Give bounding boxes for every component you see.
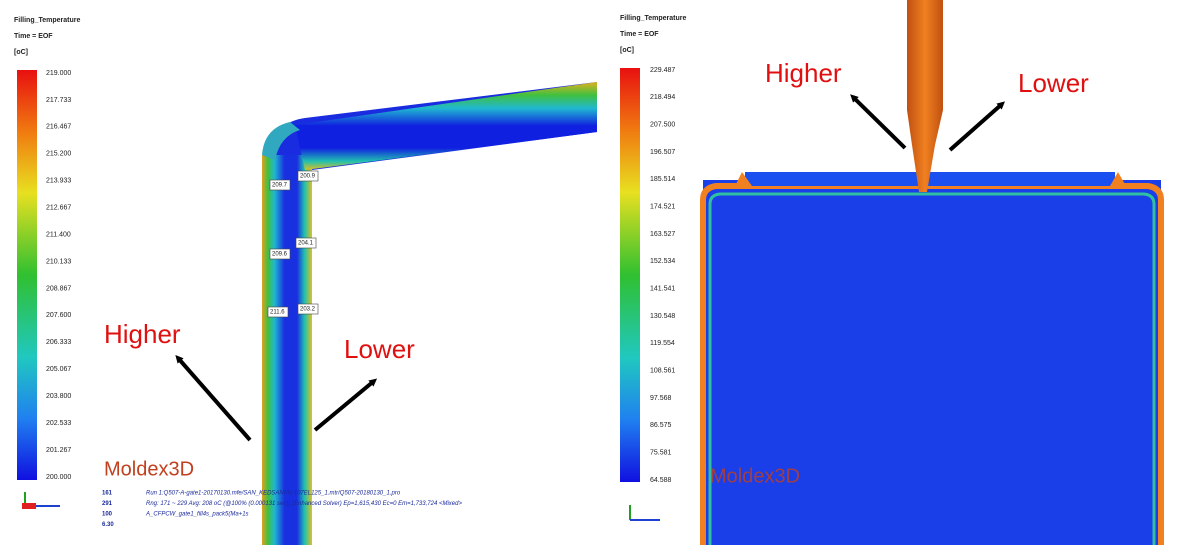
legend-value: 217.733	[46, 97, 71, 104]
part-top	[745, 172, 1115, 186]
footer-number: 291	[102, 501, 113, 507]
color-scale	[620, 68, 640, 482]
axis-icon	[22, 503, 36, 509]
pipe-horizontal	[295, 82, 597, 170]
legend-value: 108.561	[650, 368, 675, 375]
probe-box	[297, 170, 319, 182]
legend-value: 201.267	[46, 447, 71, 454]
legend-value: 141.541	[650, 286, 675, 293]
footer-number: 6.30	[102, 522, 114, 528]
legend-labels: 219.000 217.733 216.467 215.200 213.933 212.6…	[46, 70, 71, 481]
footer-number: 100	[102, 512, 113, 518]
legend-value: 64.588	[650, 477, 672, 484]
pipe-corner	[262, 122, 300, 160]
probe-box	[269, 179, 291, 191]
legend-value: 75.581	[650, 450, 672, 457]
arrow	[948, 101, 1005, 152]
legend-value: 200.000	[46, 474, 71, 481]
probe-value: 204.1	[298, 241, 314, 247]
part-body	[703, 180, 1161, 545]
legend-value: 210.133	[46, 258, 71, 265]
legend-value: 206.333	[46, 339, 71, 346]
result-title: Filling_Temperature	[620, 15, 686, 22]
legend-value: 196.507	[650, 149, 675, 156]
legend-value: 185.514	[650, 176, 675, 183]
unit-label: [oC]	[14, 49, 28, 56]
probe-box	[297, 303, 319, 315]
time-label: Time = EOF	[620, 31, 659, 38]
right-panel: Filling_Temperature Time = EOF [oC] 229.…	[620, 0, 1164, 545]
legend-value: 202.533	[46, 420, 71, 427]
legend-value: 218.494	[650, 94, 675, 101]
pipe-vertical	[262, 155, 312, 545]
legend-value: 212.667	[46, 205, 71, 212]
legend-value: 203.800	[46, 393, 71, 400]
lower-label: Lower	[344, 334, 415, 364]
probe-value: 200.9	[300, 174, 316, 180]
legend-value: 211.400	[46, 231, 71, 238]
legend-value: 163.527	[650, 231, 675, 238]
legend-value: 207.600	[46, 312, 71, 319]
legend-value: 213.933	[46, 178, 71, 185]
footer-text: Run 1:Q507-A-gate1-20170130.mfe/SAN_KEDS…	[146, 491, 401, 497]
legend-value: 205.067	[46, 366, 71, 373]
legend-value: 97.568	[650, 395, 672, 402]
probe-value: 211.6	[270, 310, 285, 316]
footer: 161 Run 1:Q507-A-gate1-20170130.mfe/SAN_K…	[102, 491, 462, 529]
part-edge	[708, 192, 1156, 545]
legend-value: 229.487	[650, 67, 675, 74]
legend-value: 86.575	[650, 422, 672, 429]
unit-label: [oC]	[620, 47, 634, 54]
probe-box	[267, 306, 289, 318]
legend-value: 219.000	[46, 70, 71, 77]
probe-value: 203.2	[300, 307, 316, 313]
divider	[597, 0, 603, 545]
legend-value: 215.200	[46, 151, 71, 158]
footer-number: 161	[102, 491, 113, 497]
lower-label: Lower	[1018, 68, 1089, 98]
legend-value: 216.467	[46, 124, 71, 131]
legend-value: 174.521	[650, 204, 675, 211]
footer-text: A_CFPCW_gate1_fill4s_pack5(Ma+1s	[145, 512, 249, 518]
brand: Moldex3D	[710, 465, 800, 487]
legend-value: 152.534	[650, 258, 675, 265]
nozzle	[907, 0, 943, 192]
result-title: Filling_Temperature	[14, 17, 80, 24]
brand: Moldex3D	[104, 458, 194, 480]
color-scale	[17, 70, 37, 480]
footer-text: Rng: 171 ~ 229 Avg: 208 oC (@100% (0.000…	[146, 501, 462, 507]
arrow	[175, 354, 252, 442]
probe-value: 209.7	[272, 183, 288, 189]
legend-value: 119.554	[650, 340, 675, 347]
higher-label: Higher	[765, 58, 842, 88]
legend-value: 208.867	[46, 285, 71, 292]
probe-box	[295, 237, 317, 249]
higher-label: Higher	[104, 319, 181, 349]
probe-box	[269, 248, 291, 260]
arrow	[313, 378, 378, 432]
left-panel: Filling_Temperature Time = EOF [oC] 219.…	[14, 17, 597, 545]
time-label: Time = EOF	[14, 33, 53, 40]
arrow	[850, 94, 907, 150]
probe-labels: 209.7 200.9 209.6 204.1 211.6 203.2	[267, 170, 319, 318]
legend-value: 207.500	[650, 122, 675, 129]
probe-value: 209.6	[272, 252, 288, 258]
legend-labels: 229.487 218.494 207.500 196.507 185.514 174.5…	[650, 67, 675, 484]
legend-value: 130.548	[650, 313, 675, 320]
